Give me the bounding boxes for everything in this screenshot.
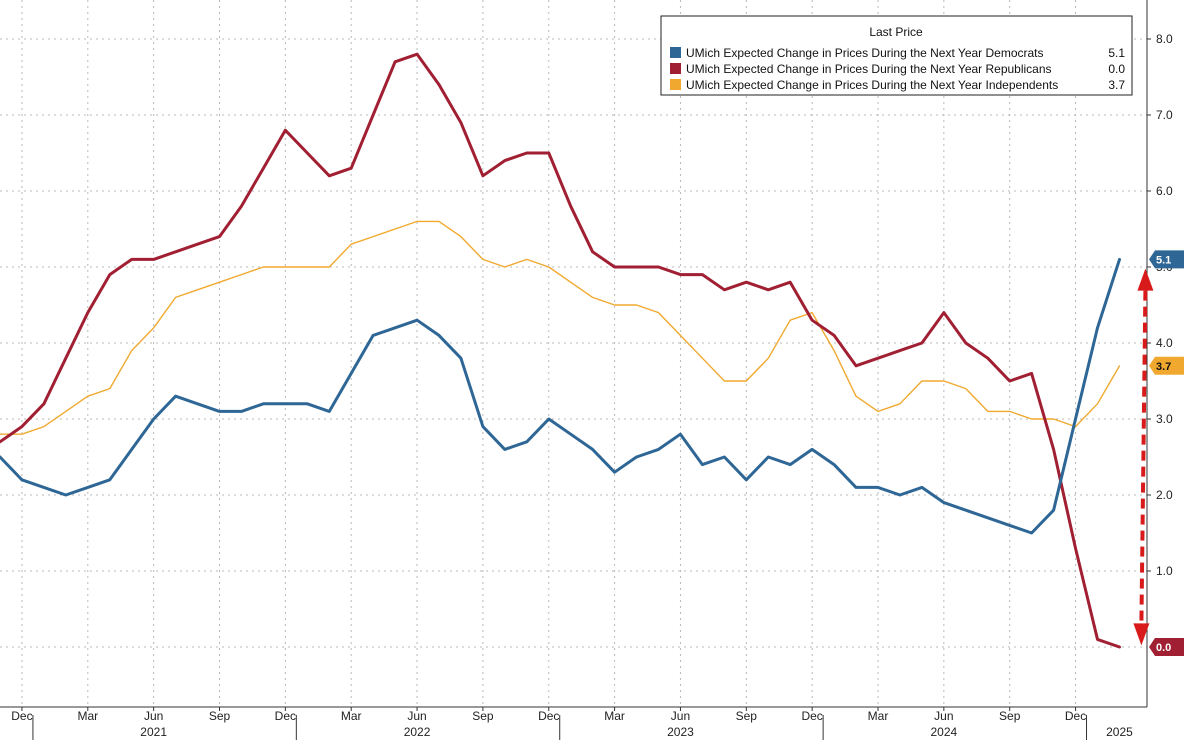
series-lines <box>0 52 1121 649</box>
legend-entry-republicans: UMich Expected Change in Prices During t… <box>670 62 1125 76</box>
republicans-last-price-badge: 0.0 <box>1149 638 1184 656</box>
x-tick-label: Mar <box>77 709 98 723</box>
democrats-line <box>0 257 1121 535</box>
x-year-label: 2022 <box>404 725 431 739</box>
badge-value: 5.1 <box>1156 254 1171 266</box>
legend: Last Price UMich Expected Change in Pric… <box>660 15 1133 96</box>
badge-value: 0.0 <box>1156 642 1171 654</box>
legend-value: 3.7 <box>1108 78 1125 92</box>
x-tick-label: Dec <box>538 709 559 723</box>
independents-line <box>0 220 1121 435</box>
x-tick-label: Sep <box>209 709 231 723</box>
x-tick-label: Mar <box>604 709 625 723</box>
legend-entries: UMich Expected Change in Prices During t… <box>670 46 1125 92</box>
independents-last-price-badge: 3.7 <box>1149 356 1184 375</box>
x-tick-label: Mar <box>868 709 889 723</box>
y-tick-label: 6.0 <box>1156 184 1173 198</box>
last-price-badges: 5.1 0.0 3.7 <box>1149 250 1184 656</box>
legend-entry-independents: UMich Expected Change in Prices During t… <box>670 78 1125 92</box>
democrats-last-price-badge: 5.1 <box>1149 250 1184 269</box>
legend-title: Last Price <box>869 25 923 39</box>
badge-background <box>1149 356 1184 375</box>
x-tick-label: Jun <box>407 709 426 723</box>
x-year-label: 2023 <box>667 725 694 739</box>
arrow-head-down <box>1133 623 1150 646</box>
arrow-head-up <box>1137 268 1154 291</box>
grid <box>0 0 1147 707</box>
y-tick-label: 2.0 <box>1156 488 1173 502</box>
x-tick-label: Jun <box>671 709 690 723</box>
y-tick-label: 8.0 <box>1156 32 1173 46</box>
x-tick-label: Jun <box>934 709 953 723</box>
x-year-label: 2024 <box>930 725 957 739</box>
x-tick-label: Dec <box>275 709 296 723</box>
badge-background <box>1149 638 1184 656</box>
legend-swatch <box>670 63 681 74</box>
annotations <box>1133 268 1154 646</box>
x-tick-label: Dec <box>1065 709 1086 723</box>
x-tick-label: Sep <box>472 709 494 723</box>
legend-swatch <box>670 79 681 90</box>
x-tick-label: Jun <box>144 709 163 723</box>
legend-label: UMich Expected Change in Prices During t… <box>686 78 1058 92</box>
x-tick-label: Dec <box>801 709 822 723</box>
x-tick-label: Sep <box>736 709 758 723</box>
legend-label: UMich Expected Change in Prices During t… <box>686 46 1044 60</box>
badge-value: 3.7 <box>1156 361 1171 373</box>
legend-box <box>660 15 1133 96</box>
legend-value: 0.0 <box>1108 62 1125 76</box>
y-tick-label: 3.0 <box>1156 412 1173 426</box>
legend-value: 5.1 <box>1108 46 1125 60</box>
badge-background <box>1149 250 1184 269</box>
x-tick-label: Sep <box>999 709 1021 723</box>
x-year-label: 2025 <box>1106 725 1133 739</box>
republicans-line <box>0 52 1121 649</box>
legend-swatch <box>670 47 681 58</box>
y-tick-label: 7.0 <box>1156 108 1173 122</box>
y-tick-label: 1.0 <box>1156 564 1173 578</box>
legend-label: UMich Expected Change in Prices During t… <box>686 62 1052 76</box>
y-tick-label: 4.0 <box>1156 336 1173 350</box>
legend-entry-democrats: UMich Expected Change in Prices During t… <box>670 46 1125 60</box>
x-tick-label: Dec <box>11 709 32 723</box>
x-year-label: 2021 <box>140 725 167 739</box>
x-tick-label: Mar <box>341 709 362 723</box>
arrow-shaft <box>1139 290 1148 624</box>
